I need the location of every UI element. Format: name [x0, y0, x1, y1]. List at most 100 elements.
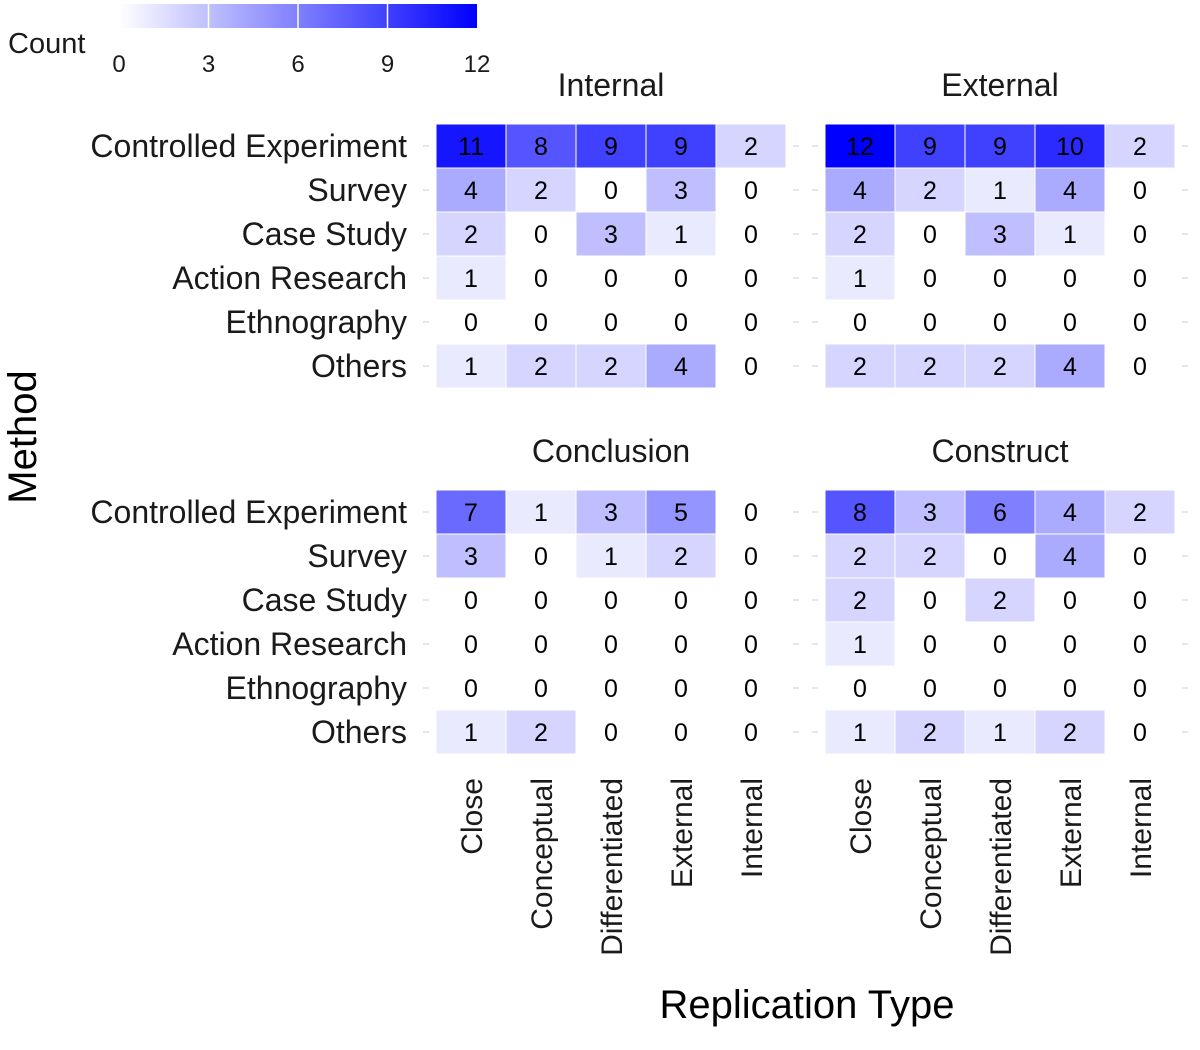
cell-value-label: 0 — [534, 543, 548, 571]
cell-value-label: 9 — [604, 133, 618, 161]
cell-value-label: 11 — [458, 133, 484, 161]
heatmap-cell — [894, 343, 966, 389]
y-tick-label: Case Study — [242, 216, 407, 252]
cell-value-label: 0 — [1133, 719, 1147, 747]
cell-value-label: 9 — [923, 133, 937, 161]
x-tick-label: External — [666, 778, 699, 888]
heatmap-cell — [824, 343, 896, 389]
cell-value-label: 0 — [674, 265, 688, 293]
cell-value-label: 0 — [744, 587, 758, 615]
cell-value-label: 7 — [464, 499, 478, 527]
y-tick-label: Case Study — [242, 582, 407, 618]
heatmap-cell — [824, 255, 896, 301]
y-tick-label: Ethnography — [226, 670, 407, 706]
cell-value-label: 10 — [1056, 133, 1084, 161]
cell-value-label: 0 — [674, 675, 688, 703]
heatmap-cell — [824, 577, 896, 623]
heatmap-cell — [505, 123, 577, 169]
cell-value-label: 8 — [534, 133, 548, 161]
cell-value-label: 9 — [993, 133, 1007, 161]
heatmap-cell — [505, 167, 577, 213]
cell-value-label: 0 — [993, 265, 1007, 293]
cell-value-label: 0 — [744, 719, 758, 747]
cell-value-label: 0 — [744, 309, 758, 337]
facet-panel-conclusion: Conclusion Controlled Experiment Survey Cas… — [90, 433, 799, 755]
heatmap-cell — [894, 533, 966, 579]
cell-value-label: 1 — [853, 719, 867, 747]
cell-value-label: 3 — [604, 221, 618, 249]
cell-value-label: 0 — [744, 543, 758, 571]
y-tick-label: Controlled Experiment — [90, 494, 407, 530]
cell-value-label: 2 — [604, 353, 618, 381]
cell-value-label: 0 — [853, 675, 867, 703]
heatmap-cell — [435, 489, 507, 535]
cell-value-label: 2 — [744, 133, 758, 161]
cell-value-label: 0 — [1063, 675, 1077, 703]
cell-value-label: 0 — [534, 309, 548, 337]
cell-value-label: 2 — [674, 543, 688, 571]
x-axis-title: Replication Type — [660, 983, 955, 1027]
cell-value-label: 2 — [853, 221, 867, 249]
heatmap-cell — [824, 533, 896, 579]
cell-value-label: 0 — [1133, 631, 1147, 659]
cell-value-label: 0 — [534, 587, 548, 615]
y-tick-label: Action Research — [172, 626, 407, 662]
cell-value-label: 0 — [604, 587, 618, 615]
cell-value-label: 1 — [993, 719, 1007, 747]
cell-value-label: 0 — [534, 631, 548, 659]
cell-value-label: 0 — [604, 675, 618, 703]
cell-value-label: 1 — [464, 353, 478, 381]
y-tick-label: Survey — [307, 538, 407, 574]
heatmap-cell — [1034, 343, 1106, 389]
heatmap-cell — [1104, 123, 1176, 169]
cell-value-label: 0 — [1133, 221, 1147, 249]
cell-value-label: 0 — [923, 265, 937, 293]
cell-value-label: 0 — [993, 675, 1007, 703]
heatmap-cell — [575, 533, 647, 579]
legend: Count 0 3 6 9 12 — [8, 4, 490, 78]
heatmap-cell — [1034, 211, 1106, 257]
cell-value-label: 3 — [674, 177, 688, 205]
x-tick-label: Close — [456, 778, 489, 855]
heatmap-cell — [575, 123, 647, 169]
heatmap-cell — [894, 123, 966, 169]
cell-value-label: 2 — [923, 719, 937, 747]
heatmap-cell — [645, 489, 717, 535]
facet-panel-internal: Internal Controlled Experiment Survey Case … — [90, 67, 799, 389]
cell-value-label: 3 — [993, 221, 1007, 249]
cell-value-label: 0 — [1133, 675, 1147, 703]
heatmap-cell — [645, 343, 717, 389]
cell-value-label: 0 — [853, 309, 867, 337]
cell-value-label: 2 — [993, 353, 1007, 381]
y-tick-label: Survey — [307, 172, 407, 208]
cell-value-label: 0 — [1133, 543, 1147, 571]
facet-title: Conclusion — [532, 433, 690, 469]
cell-value-label: 1 — [993, 177, 1007, 205]
cell-value-label: 0 — [744, 353, 758, 381]
heatmap-cell — [1034, 709, 1106, 755]
x-tick-label: Differentiated — [596, 778, 629, 956]
cell-value-label: 3 — [923, 499, 937, 527]
cell-value-label: 1 — [534, 499, 548, 527]
cell-value-label: 2 — [464, 221, 478, 249]
y-tick-label: Ethnography — [226, 304, 407, 340]
cell-value-label: 2 — [853, 543, 867, 571]
cell-value-label: 0 — [464, 675, 478, 703]
y-axis-title: Method — [1, 370, 45, 503]
cell-value-label: 0 — [604, 309, 618, 337]
y-tick-label: Others — [311, 348, 407, 384]
heatmap-cell — [1104, 489, 1176, 535]
heatmap-cell — [964, 123, 1036, 169]
cell-value-label: 0 — [744, 221, 758, 249]
cell-value-label: 2 — [853, 587, 867, 615]
cell-value-label: 4 — [853, 177, 867, 205]
cell-value-label: 0 — [604, 177, 618, 205]
heatmap-cell — [645, 211, 717, 257]
heatmap-cell — [824, 123, 896, 169]
x-tick-label: Internal — [736, 778, 769, 878]
heatmap-cell — [1034, 123, 1106, 169]
cell-value-label: 0 — [923, 587, 937, 615]
cell-value-label: 5 — [674, 499, 688, 527]
y-tick-label: Others — [311, 714, 407, 750]
cell-value-label: 0 — [744, 265, 758, 293]
